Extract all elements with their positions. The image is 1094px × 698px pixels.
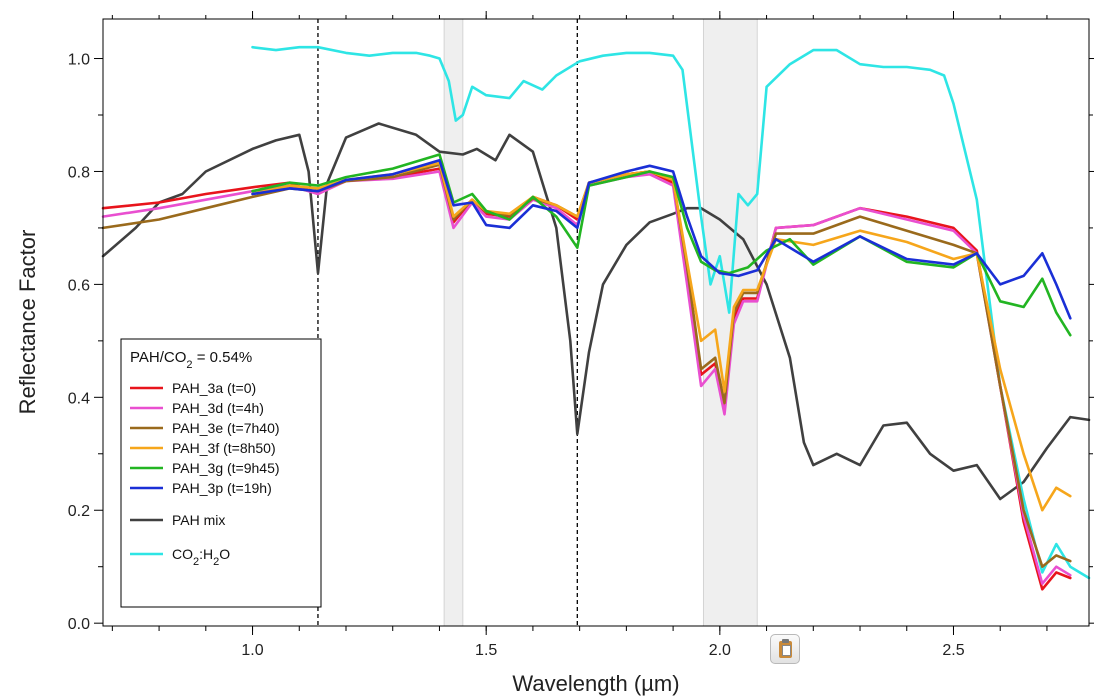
- y-axis-ticks: 0.0 0.2 0.4 0.6 0.8 1.0: [68, 52, 1094, 633]
- series-line-5: [251, 158, 1072, 320]
- legend-label-part: 2: [213, 556, 219, 568]
- y-tick-label: 0.2: [68, 503, 90, 520]
- legend-label-part: :H: [199, 546, 213, 562]
- y-tick-label: 0.0: [68, 616, 90, 633]
- shaded-band: [702, 18, 758, 627]
- y-tick-label: 0.6: [68, 277, 90, 294]
- legend-label: CO2:H2O: [172, 546, 230, 568]
- plot-frame: [102, 18, 1090, 627]
- x-tick-label: 2.0: [709, 642, 731, 659]
- clipboard-clip: [782, 639, 789, 643]
- y-tick-label: 0.4: [68, 390, 90, 407]
- legend-label-part: CO: [172, 546, 193, 562]
- y-tick-label: 1.0: [68, 52, 90, 69]
- legend-label: PAH_3a (t=0): [172, 380, 256, 396]
- legend-title-part: PAH/CO: [130, 349, 186, 366]
- clipboard-paper: [782, 645, 791, 656]
- legend-box: [120, 338, 322, 608]
- legend: PAH/CO2 = 0.54%PAH_3a (t=0)PAH_3d (t=4h)…: [120, 338, 322, 608]
- legend-title-part: = 0.54%: [193, 349, 253, 366]
- legend-label: PAH mix: [172, 512, 225, 528]
- series-lines: [101, 45, 1091, 591]
- legend-label: PAH_3d (t=4h): [172, 400, 264, 416]
- x-axis-ticks: 1.0 1.5 2.0 2.5: [111, 11, 1048, 659]
- legend-label-part: O: [219, 546, 230, 562]
- legend-title-part: 2: [186, 359, 192, 371]
- clipboard-icon[interactable]: [770, 634, 800, 664]
- y-axis-title: Reflectance Factor: [15, 230, 40, 415]
- x-tick-label: 1.0: [241, 642, 263, 659]
- legend-label: PAH_3p (t=19h): [172, 480, 272, 496]
- legend-label: PAH_3g (t=9h45): [172, 460, 280, 476]
- legend-label: PAH_3e (t=7h40): [172, 420, 280, 436]
- legend-label: PAH_3f (t=8h50): [172, 440, 276, 456]
- shaded-bands: [443, 18, 758, 627]
- x-axis-title: Wavelength (µm): [512, 671, 679, 696]
- x-tick-label: 1.5: [475, 642, 497, 659]
- x-tick-label: 2.5: [942, 642, 964, 659]
- series-line-3: [251, 161, 1072, 512]
- series-line-6: [101, 122, 1091, 501]
- legend-title: PAH/CO2 = 0.54%: [130, 349, 252, 371]
- series-line-7: [251, 45, 1091, 580]
- y-tick-label: 0.8: [68, 164, 90, 181]
- legend-label-part: 2: [193, 556, 199, 568]
